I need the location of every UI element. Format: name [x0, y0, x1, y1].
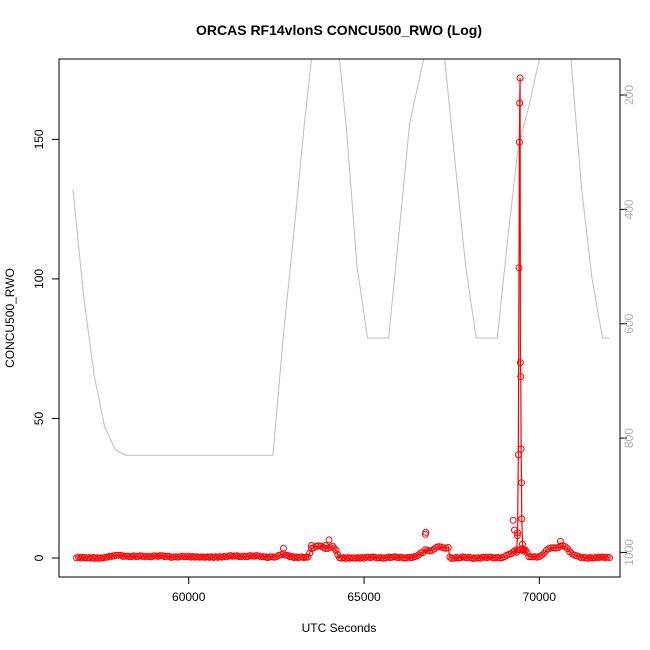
- data-point: [362, 553, 370, 561]
- x-axis-label: UTC Seconds: [302, 621, 377, 635]
- y-tick-label: 150: [32, 129, 46, 149]
- data-point: [518, 479, 525, 487]
- data-point: [180, 553, 188, 561]
- data-point: [519, 540, 526, 548]
- data-point: [516, 74, 524, 82]
- data-point: [518, 515, 526, 523]
- y2-tick-label: 200: [622, 85, 636, 105]
- axes: 60000 65000 70000 0 50 100 150 200 400 600 800 1000: [32, 85, 636, 604]
- data-point: [489, 554, 497, 562]
- y-axis-label: CONCU500_RWO: [3, 268, 17, 368]
- data-point: [132, 553, 140, 560]
- data-point: [516, 99, 524, 107]
- data-point: [375, 554, 383, 562]
- data-point: [561, 543, 569, 551]
- data-point: [517, 373, 525, 381]
- data-point: [606, 554, 613, 562]
- data-point: [517, 445, 525, 453]
- data-point: [513, 548, 521, 556]
- data-point: [308, 542, 315, 549]
- y-tick-label: 100: [32, 269, 46, 289]
- data-point: [369, 553, 377, 561]
- data-point: [156, 552, 164, 560]
- y2-tick-label: 800: [622, 428, 636, 448]
- data-point: [566, 548, 574, 556]
- data-point: [248, 552, 256, 560]
- plot-frame: [58, 58, 621, 578]
- data-point: [520, 547, 528, 555]
- data-point: [279, 544, 287, 552]
- plot-area: [72, 59, 613, 562]
- data-point: [556, 537, 564, 545]
- y2-tick-label: 600: [622, 313, 636, 333]
- data-point: [513, 532, 521, 540]
- data-point: [163, 552, 171, 560]
- series-line-primary: [76, 77, 610, 560]
- data-point: [304, 553, 312, 561]
- data-point: [266, 553, 274, 561]
- y-tick-label: 50: [32, 412, 46, 426]
- data-point: [435, 543, 443, 551]
- data-point: [322, 542, 329, 549]
- data-point: [444, 544, 452, 551]
- data-point: [302, 553, 310, 561]
- y2-tick-label: 1000: [622, 539, 636, 566]
- data-point: [332, 546, 340, 554]
- data-point: [121, 552, 129, 560]
- y2-tick-label: 400: [622, 199, 636, 219]
- data-point: [393, 553, 401, 561]
- data-point: [448, 554, 456, 562]
- data-point: [400, 554, 407, 562]
- data-point: [415, 551, 423, 559]
- data-point: [514, 451, 522, 459]
- data-point: [440, 544, 447, 552]
- data-point: [547, 544, 555, 552]
- data-point: [330, 544, 338, 552]
- data-point: [406, 554, 414, 561]
- data-point: [422, 528, 430, 536]
- x-tick-label: 60000: [172, 590, 206, 604]
- data-point: [322, 545, 329, 552]
- data-point: [538, 551, 546, 559]
- series-points-primary: [73, 74, 613, 562]
- data-point: [454, 554, 462, 562]
- data-point: [515, 264, 523, 272]
- data-point: [404, 553, 412, 561]
- x-tick-label: 65000: [347, 590, 381, 604]
- data-point: [511, 526, 518, 534]
- series-line-secondary: [72, 59, 610, 456]
- data-point: [523, 549, 531, 557]
- data-point: [115, 551, 123, 559]
- data-point: [112, 551, 120, 559]
- x-tick-label: 70000: [523, 590, 557, 604]
- y-tick-label: 0: [32, 554, 46, 561]
- chart-title: ORCAS RF14vlonS CONCU500_RWO (Log): [196, 22, 482, 38]
- data-point: [306, 549, 314, 557]
- data-point: [516, 359, 524, 367]
- data-point: [509, 516, 517, 524]
- data-point: [282, 551, 289, 559]
- data-point: [329, 542, 336, 550]
- data-point: [472, 554, 480, 562]
- data-point: [515, 138, 523, 146]
- data-point: [235, 553, 243, 561]
- data-point: [150, 552, 158, 560]
- data-point: [478, 553, 486, 561]
- data-point: [556, 542, 564, 550]
- data-point: [229, 552, 237, 560]
- data-point: [509, 548, 517, 556]
- data-point: [119, 552, 127, 560]
- data-point: [325, 536, 333, 544]
- data-point: [485, 553, 493, 561]
- data-point: [242, 553, 250, 561]
